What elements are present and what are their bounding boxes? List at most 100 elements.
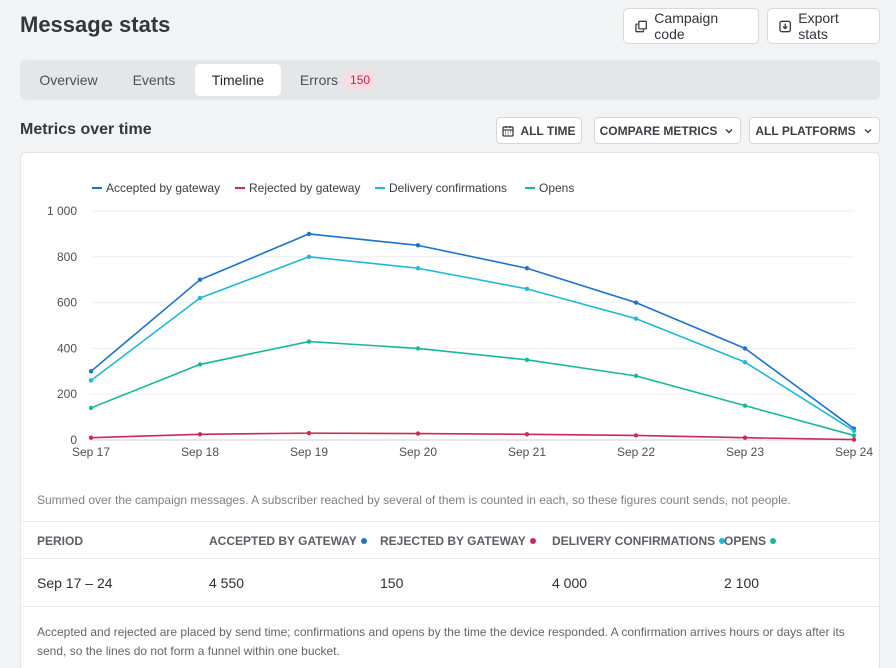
tab-label: Overview [39, 72, 98, 88]
export-stats-button[interactable]: Export stats [767, 8, 880, 44]
series-line [90, 340, 855, 437]
accepted-color-dot [360, 538, 367, 544]
column-header-period: PERIOD [37, 534, 83, 548]
delivery-color-dot [719, 538, 726, 544]
data-point [306, 231, 312, 237]
compare-metrics-label: COMPARE METRICS [599, 123, 718, 138]
data-point [306, 254, 312, 259]
x-tick-label: Sep 17 [72, 445, 110, 459]
data-point [524, 432, 530, 437]
column-header-opens: OPENS [724, 534, 777, 548]
data-point [415, 431, 421, 436]
column-header-accepted: ACCEPTED BY GATEWAY [209, 534, 367, 548]
platforms-dropdown[interactable]: ALL PLATFORMS [749, 117, 880, 144]
data-point [197, 295, 203, 301]
column-header-delivery: DELIVERY CONFIRMATIONS [552, 534, 726, 548]
time-filter-label: ALL TIME [520, 123, 576, 138]
data-point [742, 346, 748, 351]
column-header-rejected: REJECTED BY GATEWAY [380, 534, 536, 548]
rejected-color-dot [529, 538, 536, 544]
calendar-icon [502, 125, 515, 137]
data-point [633, 300, 639, 305]
tab-overview[interactable]: Overview [24, 64, 113, 96]
cell-rejected: 150 [380, 575, 404, 591]
data-point [851, 437, 857, 442]
data-point [197, 277, 203, 282]
platforms-label: ALL PLATFORMS [755, 123, 856, 138]
x-tick-label: Sep 23 [726, 445, 764, 459]
data-point [851, 428, 857, 434]
table-row: Sep 17 – 24 4 550 150 4 000 2 100 [21, 559, 879, 607]
x-tick-label: Sep 21 [508, 445, 546, 459]
data-point [633, 316, 639, 321]
tab-label: Timeline [211, 72, 265, 88]
column-label: PERIOD [37, 534, 84, 548]
data-point [742, 359, 748, 365]
data-point [306, 430, 312, 436]
column-label: REJECTED BY GATEWAY [380, 534, 526, 548]
data-point [524, 286, 530, 292]
tab-timeline[interactable]: Timeline [195, 64, 281, 96]
campaign-code-label: Campaign code [654, 10, 719, 42]
data-point [88, 378, 94, 383]
x-tick-label: Sep 22 [617, 445, 655, 459]
y-tick-label: 200 [57, 387, 77, 401]
tab-errors[interactable]: Errors 150 [288, 64, 388, 96]
copy-icon [635, 20, 648, 32]
x-tick-label: Sep 18 [181, 445, 219, 459]
y-tick-label: 1 000 [47, 204, 77, 218]
metrics-line-chart: 0 200 400 600 800 1 000 Sep 17 Sep 18 Sep 19 Sep … [47, 181, 873, 459]
x-tick-label: Sep 20 [399, 445, 437, 459]
y-tick-label: 400 [57, 341, 77, 355]
cell-period: Sep 17 – 24 [37, 575, 113, 591]
legend-entry: Delivery confirmations [389, 181, 507, 195]
tab-label: Events [132, 72, 176, 88]
column-label: DELIVERY CONFIRMATIONS [552, 534, 716, 548]
data-point [633, 373, 639, 379]
data-point [633, 433, 639, 438]
y-tick-label: 600 [57, 296, 77, 310]
data-point [197, 362, 203, 367]
download-icon [779, 20, 791, 32]
series-line [90, 256, 855, 432]
data-point [88, 435, 94, 440]
data-point [742, 435, 748, 440]
section-title: Metrics over time [20, 121, 152, 138]
metrics-card: 0 200 400 600 800 1 000 Sep 17 Sep 18 Sep 19 Sep … [20, 152, 880, 668]
data-point [524, 357, 530, 363]
y-tick-label: 800 [57, 250, 77, 264]
tab-label: Errors [299, 72, 339, 88]
data-point [197, 432, 203, 437]
chart-note: Summed over the campaign messages. A sub… [37, 493, 791, 507]
export-stats-label: Export stats [798, 10, 839, 42]
data-point [415, 346, 421, 351]
campaign-code-button[interactable]: Campaign code [623, 8, 759, 44]
footnote: Accepted and rejected are placed by send… [37, 625, 845, 658]
data-point [415, 243, 421, 248]
column-label: OPENS [724, 534, 767, 548]
data-point [415, 266, 421, 271]
series-line [90, 233, 855, 430]
data-point [88, 405, 94, 411]
compare-metrics-dropdown[interactable]: COMPARE METRICS [594, 117, 741, 144]
cell-delivery: 4 000 [552, 575, 588, 591]
time-filter-button[interactable]: ALL TIME [496, 117, 582, 144]
data-point [524, 266, 530, 271]
table-header: PERIOD ACCEPTED BY GATEWAY REJECTED BY G… [21, 521, 879, 559]
cell-accepted: 4 550 [209, 575, 245, 591]
opens-color-dot [770, 538, 777, 544]
data-point [88, 369, 94, 374]
data-point [851, 433, 857, 438]
page-title: Message stats [20, 12, 171, 37]
legend-entry: Accepted by gateway [106, 181, 220, 195]
data-point [306, 339, 312, 344]
data-point [742, 403, 748, 408]
x-tick-label: Sep 19 [290, 445, 328, 459]
chevron-down-icon [725, 128, 733, 133]
errors-count-badge: 150 [344, 71, 377, 89]
series-line [90, 432, 855, 441]
tab-bar: Overview Events Timeline Errors 150 [20, 60, 880, 100]
legend-entry: Opens [539, 181, 574, 195]
tab-events[interactable]: Events [113, 64, 195, 96]
column-label: ACCEPTED BY GATEWAY [209, 534, 357, 548]
